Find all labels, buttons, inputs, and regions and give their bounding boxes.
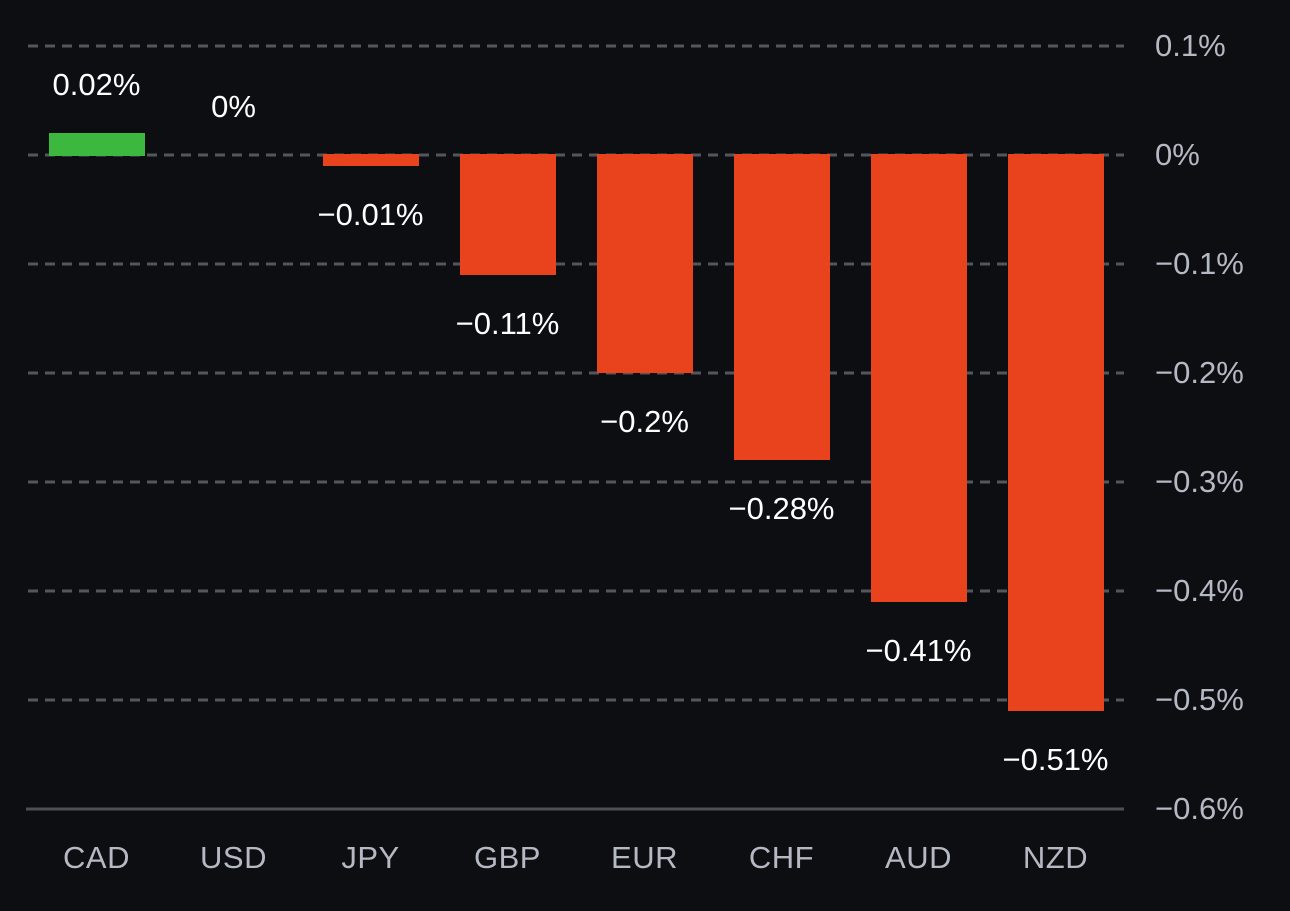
gridline [28, 44, 1124, 48]
bar-value-label: −0.2% [600, 404, 689, 439]
bar-nzd [1007, 154, 1104, 711]
bar-chf [733, 154, 830, 461]
gridline [28, 480, 1124, 484]
x-category-label-usd: USD [200, 840, 267, 875]
bar-value-label: 0% [211, 89, 256, 124]
bar-value-label: 0.02% [52, 67, 141, 103]
x-category-label-cad: CAD [63, 840, 130, 875]
gridline [28, 589, 1124, 593]
x-category-label-aud: AUD [885, 840, 952, 875]
x-category-label-nzd: NZD [1022, 840, 1089, 875]
y-tick-label: 0% [1155, 137, 1200, 172]
bar-value-label: −0.51% [1002, 741, 1109, 777]
bar-value-label: −0.28% [728, 491, 835, 527]
bar-value-label: −0.41% [865, 632, 972, 668]
x-axis-line [26, 807, 1124, 811]
y-tick-label: −0.1% [1155, 246, 1244, 281]
y-tick-label: −0.4% [1155, 573, 1244, 608]
gridline [28, 371, 1124, 375]
bar-gbp [459, 154, 556, 275]
x-category-label-chf: CHF [748, 840, 815, 875]
x-category-label-gbp: GBP [474, 840, 541, 875]
x-category-label-jpy: JPY [341, 840, 400, 875]
bar-eur [596, 154, 693, 373]
bar-jpy [322, 154, 419, 166]
y-tick-label: −0.2% [1155, 355, 1244, 390]
bar-aud [870, 154, 967, 602]
y-tick-label: −0.3% [1155, 464, 1244, 499]
y-tick-label: −0.5% [1155, 682, 1244, 717]
x-category-label-eur: EUR [611, 840, 678, 875]
gridline [28, 153, 1124, 157]
y-tick-label: 0.1% [1155, 28, 1226, 63]
bar-value-label: −0.11% [455, 305, 560, 341]
gridline [28, 262, 1124, 266]
bar-value-label: −0.01% [317, 196, 424, 232]
bar-cad [48, 133, 145, 157]
gridline [28, 698, 1124, 702]
y-tick-label: −0.6% [1155, 791, 1244, 826]
